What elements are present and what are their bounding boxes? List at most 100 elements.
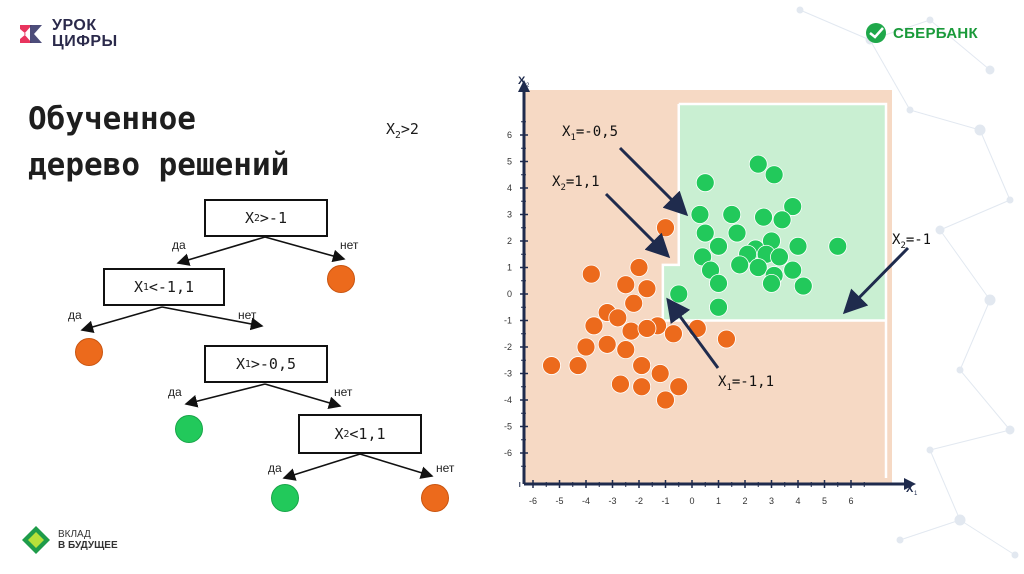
annotation-arrow	[666, 297, 720, 369]
data-point	[793, 276, 813, 296]
data-point	[709, 273, 728, 293]
leaf-orange	[327, 265, 355, 293]
node4-yes-label: да	[268, 461, 282, 475]
leaf-orange	[421, 484, 449, 512]
data-point	[709, 236, 728, 256]
logo-left-line2: ЦИФРЫ	[52, 33, 118, 50]
tree-node-x2-gt-minus1: X 2 >-1	[204, 199, 328, 237]
data-point	[770, 247, 789, 267]
data-point	[687, 319, 707, 338]
annotation-arrow	[618, 146, 689, 217]
data-point	[690, 205, 710, 224]
data-point	[717, 329, 736, 349]
data-point	[611, 374, 630, 394]
data-point	[656, 218, 675, 238]
data-point	[788, 236, 808, 256]
data-point	[730, 255, 750, 275]
x-tick-label: 4	[795, 496, 800, 506]
y-tick-label: -3	[504, 369, 512, 379]
root-condition: X2>2	[386, 120, 419, 141]
x-tick-label: -1	[661, 496, 669, 506]
y-tick-label: 2	[507, 236, 512, 246]
tree-node-x2-lt-1-1: X 2 <1,1	[298, 414, 422, 454]
data-point	[624, 293, 644, 313]
node1-yes-label: да	[172, 238, 186, 252]
node2-no-label: нет	[238, 308, 257, 322]
data-point	[576, 337, 596, 357]
y-tick-label: -2	[504, 342, 512, 352]
annotation-label: X2=-1	[892, 232, 930, 251]
x-tick-label: -2	[635, 496, 643, 506]
tree-arrows	[80, 236, 434, 481]
data-point	[616, 340, 636, 360]
data-point	[621, 321, 641, 341]
data-point	[762, 273, 781, 293]
annotation-arrow	[604, 192, 671, 259]
x-tick-label: 0	[689, 496, 694, 506]
footer-line1: ВКЛАД	[58, 529, 91, 540]
y-tick-label: -6	[504, 448, 512, 458]
footer-line2: В БУДУЩЕЕ	[58, 540, 118, 551]
sberbank-icon	[865, 23, 886, 43]
y-tick-label: 3	[507, 210, 512, 220]
tree-node-x1-lt-minus1-1: X 1 <-1,1	[103, 268, 225, 306]
x-tick-label: -3	[608, 496, 616, 506]
node2-yes-label: да	[68, 308, 82, 322]
data-point	[632, 377, 652, 397]
data-point	[783, 197, 803, 216]
data-point	[568, 356, 588, 375]
data-point	[542, 356, 561, 375]
x-tick-label: -6	[529, 496, 537, 506]
y-tick-label: 1	[507, 263, 512, 273]
node3-yes-label: да	[168, 385, 182, 399]
x-tick-label: 6	[848, 496, 853, 506]
data-point	[664, 324, 683, 344]
page-title: Обученное дерево решений	[28, 96, 289, 188]
node3-no-label: нет	[334, 385, 353, 399]
data-point	[637, 319, 657, 338]
data-point	[783, 260, 803, 280]
logo-sberbank-text: СБЕРБАНК	[892, 24, 978, 42]
leaf-orange	[75, 338, 103, 366]
data-point	[632, 356, 652, 375]
data-point	[650, 364, 670, 383]
x-axis-arrow	[904, 478, 916, 490]
logo-left-line1: УРОК	[52, 17, 97, 34]
x-tick-label: 1	[716, 496, 721, 506]
footer-logo: ВКЛАД В БУДУЩЕЕ	[20, 524, 118, 556]
data-point	[764, 165, 784, 185]
data-point	[695, 173, 715, 193]
data-point	[581, 264, 601, 284]
y-tick-label: -5	[504, 422, 512, 432]
region-edge	[678, 102, 888, 478]
x-tick-label: 2	[742, 496, 747, 506]
data-point	[597, 334, 617, 354]
annotation-arrow	[842, 246, 910, 315]
x-tick-label: -4	[582, 496, 590, 506]
data-point	[709, 297, 728, 317]
x-axis-label: X	[906, 483, 914, 495]
page-title-line2: дерево решений	[28, 147, 290, 183]
data-point	[616, 275, 636, 295]
vklad-logo-icon	[22, 526, 50, 554]
data-point	[608, 308, 628, 328]
data-point	[656, 390, 675, 410]
data-point	[748, 154, 768, 174]
logo-urok-cifry: УРОК ЦИФРЫ	[18, 18, 118, 50]
data-point	[727, 223, 747, 243]
y-tick-label: 0	[507, 289, 512, 299]
x-tick-label: -5	[555, 496, 563, 506]
y-tick-label: 4	[507, 183, 512, 193]
leaf-green	[271, 484, 299, 512]
data-point	[828, 236, 848, 256]
x-axis-label-sub: 1	[914, 491, 918, 497]
data-point	[722, 205, 742, 224]
tree-node-x1-gt-minus0-5: X 1 >-0,5	[204, 345, 328, 383]
page-title-line1: Обученное	[28, 101, 196, 137]
y-axis-label-sub: 2	[526, 83, 530, 89]
logo-sberbank: СБЕРБАНК	[865, 22, 978, 44]
annotation-label: X2=1,1	[552, 174, 600, 193]
annotation-label: X1=-1,1	[718, 374, 774, 393]
data-point	[772, 210, 792, 230]
